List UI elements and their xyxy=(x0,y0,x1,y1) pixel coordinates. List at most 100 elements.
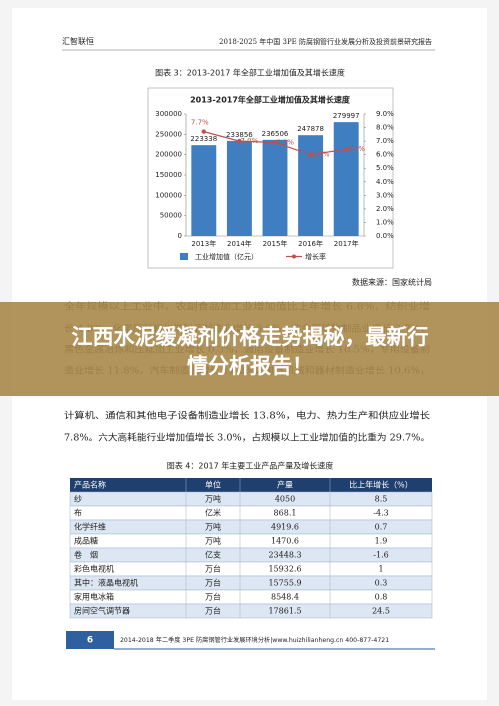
bar-label: 279997 xyxy=(333,112,360,120)
table-cell: 1470.6 xyxy=(271,537,299,546)
table-cell: 成品糖 xyxy=(74,536,98,546)
table-cell: 布 xyxy=(74,508,82,518)
table-cell: 868.1 xyxy=(274,509,297,518)
source: 数据来源：国家统计局 xyxy=(352,277,432,287)
x-tick-label: 2013年 xyxy=(191,239,216,248)
table-cell: 0.3 xyxy=(375,579,388,588)
table-cell: 化学纤维 xyxy=(74,522,106,532)
table-cell: 4919.6 xyxy=(271,523,299,532)
table-cell: 8.5 xyxy=(375,495,388,504)
header-right: 2018-2025 年中国 3PE 防腐钢管行业发展分析及投资前景研究报告 xyxy=(219,37,432,46)
y2-tick-label: 8.0% xyxy=(376,124,394,132)
line-label: 6.4% xyxy=(347,145,365,153)
table-cell: 万吨 xyxy=(205,494,221,504)
line-marker xyxy=(237,138,242,144)
banner-title: 江西水泥缓凝剂价格走势揭秘，最新行 xyxy=(72,325,429,349)
y2-tick-label: 3.0% xyxy=(376,191,394,199)
y-tick-label: 250000 xyxy=(155,130,182,138)
figure-caption: 图表 3：2013-2017 年全部工业增加值及其增长速度 xyxy=(155,68,345,78)
table-cell: 家用电冰箱 xyxy=(74,592,114,602)
table-cell: 其中：液晶电视机 xyxy=(74,578,138,588)
line-label: 7.0% xyxy=(241,137,259,145)
table-header-cell: 比上年增长（%） xyxy=(349,480,413,490)
table-cell: 8548.4 xyxy=(271,593,299,602)
table-cell: 0.8 xyxy=(375,593,388,602)
chart-title: 2013-2017年全部工业增加值及其增长速度 xyxy=(190,95,351,105)
table-cell: 万台 xyxy=(205,606,221,616)
table-cell: 15755.9 xyxy=(268,579,301,588)
y2-tick-label: 9.0% xyxy=(376,110,394,118)
table-cell: 亿支 xyxy=(205,550,221,560)
x-tick-label: 2014年 xyxy=(227,239,252,248)
line-label: 7.7% xyxy=(191,119,209,127)
table-cell: 彩色电视机 xyxy=(74,564,114,574)
table-cell: 15932.6 xyxy=(268,565,301,574)
body-line: 计算机、通信和其他电子设备制造业增长 13.8%，电力、热力生产和供应业增长 xyxy=(64,410,430,422)
y2-tick-label: 2.0% xyxy=(376,205,394,213)
table-cell: 万台 xyxy=(205,564,221,574)
line-label: 6.9% xyxy=(276,138,294,146)
y2-tick-label: 0.0% xyxy=(376,232,394,240)
table-header-cell: 单位 xyxy=(205,480,221,490)
y-tick-label: 100000 xyxy=(155,191,182,199)
legend-swatch xyxy=(292,254,296,259)
table-cell: 亿米 xyxy=(205,508,221,518)
table-cell: 卷 烟 xyxy=(74,550,98,560)
table-cell: 23448.3 xyxy=(268,551,301,560)
y-tick-label: 0 xyxy=(178,232,182,240)
bar xyxy=(333,122,359,236)
y-tick-label: 300000 xyxy=(155,110,182,118)
x-tick-label: 2017年 xyxy=(334,239,359,248)
y-tick-label: 200000 xyxy=(155,151,182,159)
y-tick-label: 50000 xyxy=(160,212,182,220)
footer-text: 2014-2018 年二季度 3PE 防腐钢管行业发展环境分析|www.huiz… xyxy=(120,636,389,644)
banner-title: 情分析报告！ xyxy=(187,354,313,378)
table-row xyxy=(69,603,433,619)
y2-tick-label: 5.0% xyxy=(376,164,394,172)
legend-swatch xyxy=(180,253,188,260)
table-cell: 万吨 xyxy=(205,522,221,532)
banner xyxy=(0,302,499,396)
table-cell: 1.9 xyxy=(375,537,388,546)
y2-tick-label: 1.0% xyxy=(376,218,394,226)
bar-label: 223338 xyxy=(190,135,217,143)
table-cell: 17861.5 xyxy=(268,607,301,616)
bar xyxy=(191,145,217,236)
line-marker xyxy=(272,140,278,145)
table-cell: -1.6 xyxy=(373,551,388,560)
x-tick-label: 2016年 xyxy=(298,239,323,248)
y2-tick-label: 6.0% xyxy=(376,151,394,159)
line-marker xyxy=(308,152,313,157)
y2-tick-label: 4.0% xyxy=(376,178,394,186)
bar xyxy=(262,139,288,236)
y2-tick-label: 7.0% xyxy=(376,137,394,145)
line-label: 6.0% xyxy=(312,151,330,159)
table-cell: 24.5 xyxy=(372,607,390,616)
bar-label: 236506 xyxy=(262,130,289,138)
table-cell: -4.3 xyxy=(373,509,388,518)
legend-label: 增长率 xyxy=(305,252,326,261)
line-marker xyxy=(344,147,349,152)
table-cell: 1 xyxy=(378,565,383,574)
table-cell: 房间空气调节器 xyxy=(74,606,130,616)
bar-label: 247878 xyxy=(297,125,324,133)
table-caption: 图表 4：2017 年主要工业产品产量及增长速度 xyxy=(167,461,334,471)
table-cell: 4050 xyxy=(275,495,295,504)
page-number: 6 xyxy=(87,636,93,646)
table-header xyxy=(70,478,432,492)
x-tick-label: 2015年 xyxy=(263,239,288,248)
table-header-cell: 产量 xyxy=(277,480,293,490)
footer-page-box xyxy=(66,631,114,649)
line-marker xyxy=(201,129,206,134)
bar xyxy=(226,140,252,236)
body-line: 7.8%。六大高耗能行业增加值增长 3.0%，占规模以上工业增加值的比重为 29… xyxy=(64,432,430,444)
legend-label: 工业增加值（亿元） xyxy=(195,252,258,261)
table-cell: 万台 xyxy=(205,592,221,602)
table-cell: 万吨 xyxy=(205,536,221,546)
table-cell: 纱 xyxy=(74,495,82,504)
table-cell: 0.7 xyxy=(375,523,388,532)
table-cell: 万台 xyxy=(205,578,221,588)
bar-label: 233856 xyxy=(226,131,253,139)
